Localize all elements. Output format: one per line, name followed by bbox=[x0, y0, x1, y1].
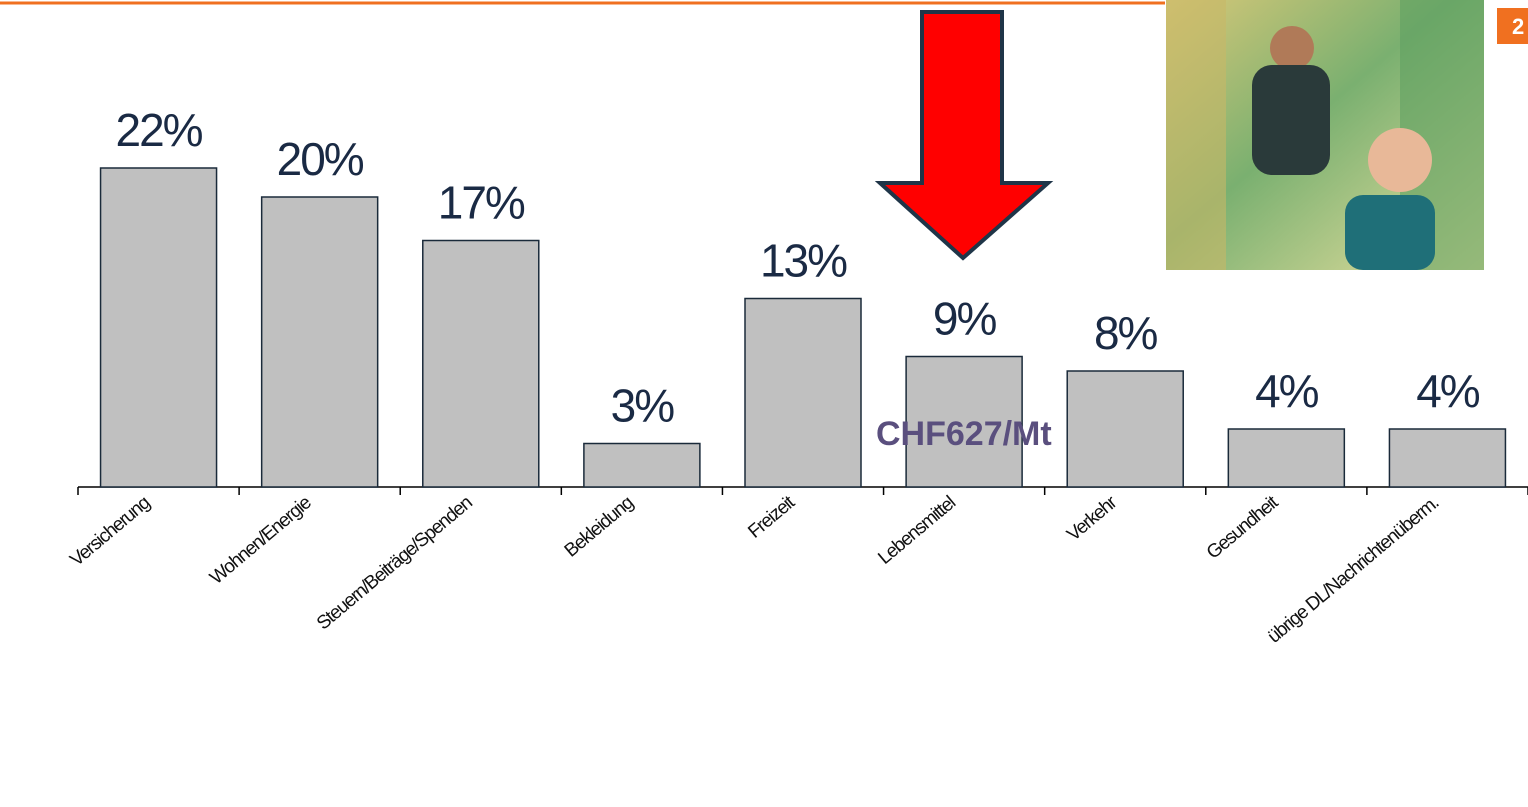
value-label: 9% bbox=[933, 293, 997, 345]
value-label: 20% bbox=[277, 133, 364, 185]
bar bbox=[1388, 428, 1507, 488]
value-label: 17% bbox=[438, 177, 525, 229]
bar bbox=[905, 355, 1023, 488]
bar bbox=[1066, 370, 1184, 488]
value-label: 3% bbox=[611, 380, 675, 432]
photo bbox=[1166, 0, 1484, 270]
page-number-box bbox=[1497, 8, 1528, 44]
value-label: 8% bbox=[1094, 307, 1158, 359]
x-tick-label: Verkehr bbox=[1063, 492, 1122, 546]
value-label: 22% bbox=[116, 104, 203, 156]
bar bbox=[583, 442, 701, 488]
x-tick-label: Bekleidung bbox=[561, 492, 638, 561]
value-label: 13% bbox=[760, 235, 847, 287]
arrow bbox=[874, 10, 1054, 261]
bar bbox=[744, 297, 862, 488]
x-tick-label: Steuern/Beiträge/Spenden bbox=[313, 492, 476, 634]
bar bbox=[1227, 428, 1346, 488]
page-number: 2 bbox=[1512, 14, 1524, 39]
value-label: 4% bbox=[1255, 365, 1319, 417]
value-label: 4% bbox=[1416, 365, 1480, 417]
x-tick-label: Lebensmittel bbox=[874, 493, 959, 569]
x-tick-label: Versicherung bbox=[66, 492, 154, 571]
bar bbox=[99, 167, 218, 488]
bar bbox=[260, 196, 379, 488]
x-tick-label: Freizeit bbox=[744, 492, 799, 543]
x-tick-label: Gesundheit bbox=[1203, 492, 1283, 564]
bar bbox=[422, 239, 540, 488]
x-tick-label: übrige DL/Nachrichtenüberm. bbox=[1264, 493, 1443, 648]
annotation: CHF627/Mt bbox=[876, 415, 1052, 453]
x-tick-label: Wohnen/Energie bbox=[206, 492, 315, 588]
